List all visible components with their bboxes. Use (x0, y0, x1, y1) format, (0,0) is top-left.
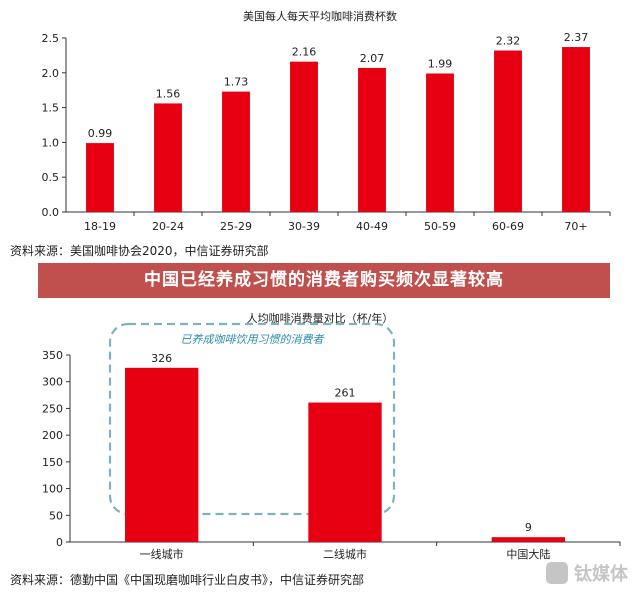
chart1-bar (358, 67, 386, 212)
chart1-y-tick-label: 0.5 (42, 171, 60, 184)
chart1-x-tick-label: 25-29 (220, 220, 252, 233)
chart1-bar (426, 73, 454, 212)
chart2-plot: 已养成咖啡饮用习惯的消费者 0 50 100 150 200 250 300 350 326 一线城… (42, 322, 621, 561)
chart1-x-tick-label: 70+ (564, 220, 587, 233)
chart2-y-tick-label: 250 (42, 402, 63, 415)
chart1-bar (86, 143, 114, 212)
chart1-data-label: 1.99 (428, 57, 453, 70)
chart2-x-tick-label: 中国大陆 (506, 547, 550, 561)
chart2-x-tick-label: 二线城市 (323, 547, 367, 561)
chart1-data-label: 1.73 (224, 76, 249, 89)
chart1-x-tick-label: 50-59 (424, 220, 456, 233)
chart1-data-label: 0.99 (88, 127, 113, 140)
chart1-plot: 0.0 0.5 1.0 1.5 2.0 2.5 0.99 18-19 1.56 20-24 1.73… (42, 31, 611, 233)
chart2-y-tick-label: 200 (42, 429, 63, 442)
chart1-y-tick-label: 2.5 (42, 32, 60, 45)
chart2-data-label: 326 (151, 352, 172, 365)
chart1-y-tick-label: 1.5 (42, 102, 60, 115)
chart2-data-label: 9 (525, 521, 532, 534)
chart1-bar (562, 47, 590, 212)
chart1-x-tick-label: 60-69 (492, 220, 524, 233)
chart2-y-tick-label: 0 (56, 536, 63, 549)
chart1-data-label: 1.56 (156, 87, 181, 100)
chart2-bar (491, 537, 565, 542)
chart1-x-tick-label: 18-19 (84, 220, 116, 233)
chart1-x-tick-label: 30-39 (288, 220, 320, 233)
chart2-bar (125, 367, 199, 542)
chart1-bar (494, 50, 522, 212)
chart2-y-tick-label: 300 (42, 376, 63, 389)
watermark: 钛媒体 (546, 560, 628, 586)
chart2-source: 资料来源：德勤中国《中国现磨咖啡行业白皮书》，中信证券研究部 (10, 573, 365, 587)
habit-highlight-label: 已养成咖啡饮用习惯的消费者 (181, 333, 326, 346)
chart1-data-label: 2.32 (496, 35, 521, 48)
chart2-y-tick-label: 150 (42, 456, 63, 469)
chart1-y-tick-label: 0.0 (42, 206, 60, 219)
watermark-text: 钛媒体 (574, 564, 628, 585)
chart2-y-tick-label: 50 (49, 509, 63, 522)
chart2-bar (308, 402, 382, 542)
chart2-data-label: 261 (335, 387, 356, 400)
chart1-x-tick-label: 40-49 (356, 220, 388, 233)
chart1-y-tick-label: 1.0 (42, 136, 60, 149)
chart1-data-label: 2.16 (292, 46, 317, 59)
chart2-y-tick-label: 100 (42, 483, 63, 496)
chart1-title: 美国每人每天平均咖啡消费杯数 (243, 10, 397, 23)
chart2-title: 人均咖啡消费量对比（杯/年） (246, 312, 394, 325)
chart1-source: 资料来源：美国咖啡协会2020，中信证券研究部 (10, 244, 269, 258)
chart1-bar (154, 103, 182, 212)
chart1-bar (222, 91, 250, 212)
chart1-bar (290, 61, 318, 212)
chart2-x-tick-label: 一线城市 (140, 547, 184, 561)
chart1-x-tick-label: 20-24 (152, 220, 184, 233)
chart1-y-tick-label: 2.0 (42, 67, 60, 80)
headline-banner: 中国已经养成习惯的消费者购买频次显著较高 (38, 263, 610, 298)
chart1-data-label: 2.07 (360, 52, 385, 65)
chart2-y-tick-label: 350 (42, 349, 63, 362)
tmt-logo-icon (546, 562, 568, 584)
habit-highlight-box (108, 322, 396, 516)
chart1-data-label: 2.37 (564, 31, 589, 44)
